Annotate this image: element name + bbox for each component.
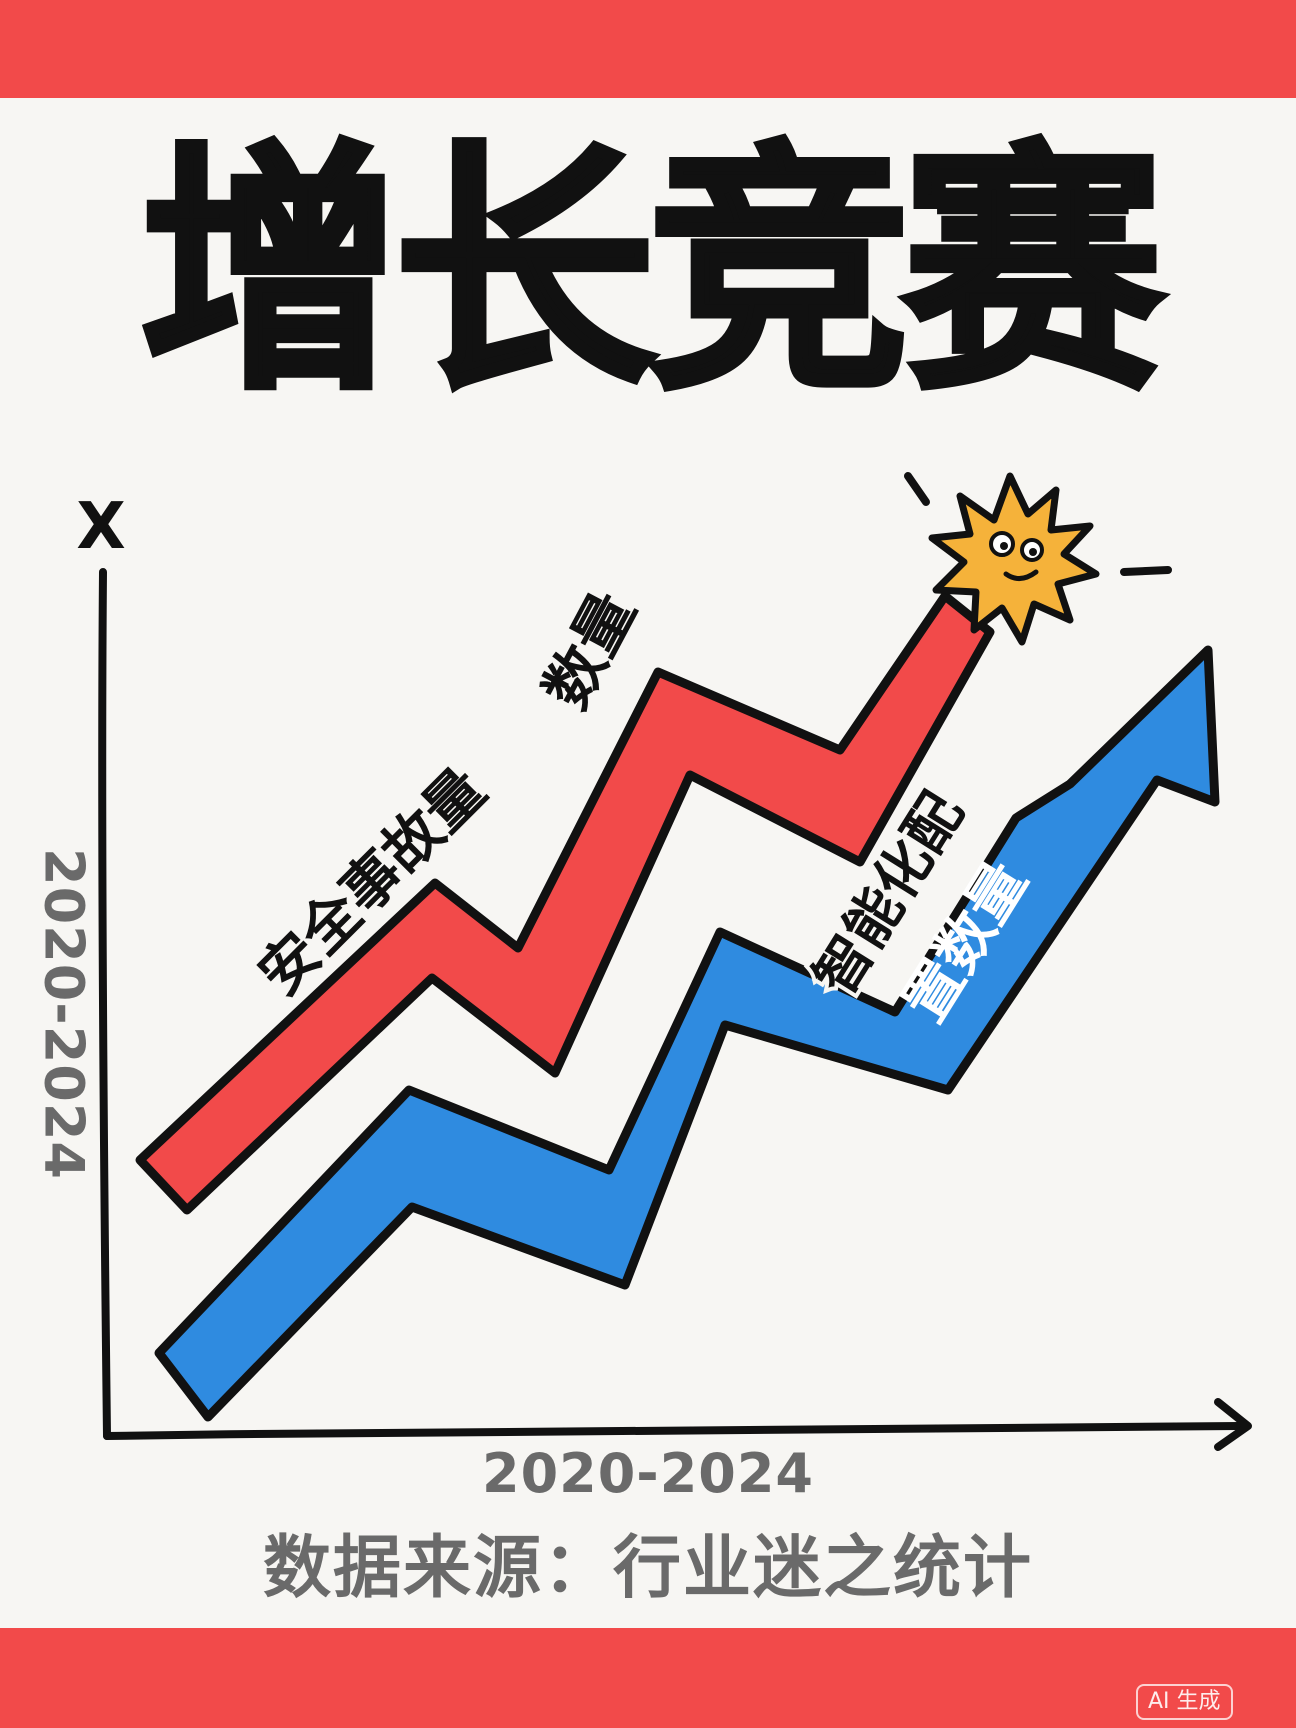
y-axis-letter: X <box>76 490 125 564</box>
chart-title: 增长竞赛 <box>137 120 1167 425</box>
data-source-caption: 数据来源：行业迷之统计 <box>262 1529 1033 1608</box>
series-blue-line <box>154 645 1220 1422</box>
x-axis-arrowhead <box>1214 1398 1252 1451</box>
bottom-band <box>0 1628 1296 1728</box>
sun-spark-right <box>1120 566 1172 576</box>
sun-mascot-icon <box>928 472 1100 646</box>
x-axis-range-label: 2020-2024 <box>482 1442 814 1505</box>
sun-spark-left <box>904 472 930 506</box>
series-red-label-2: 数量 <box>531 581 649 720</box>
series-red-line <box>135 591 995 1215</box>
ai-generated-badge: AI 生成 <box>1136 1684 1233 1720</box>
top-band <box>0 0 1296 98</box>
x-axis-line <box>103 1422 1244 1440</box>
y-axis-line <box>98 568 111 1440</box>
y-axis-range-label: 2020-2024 <box>32 848 96 1180</box>
